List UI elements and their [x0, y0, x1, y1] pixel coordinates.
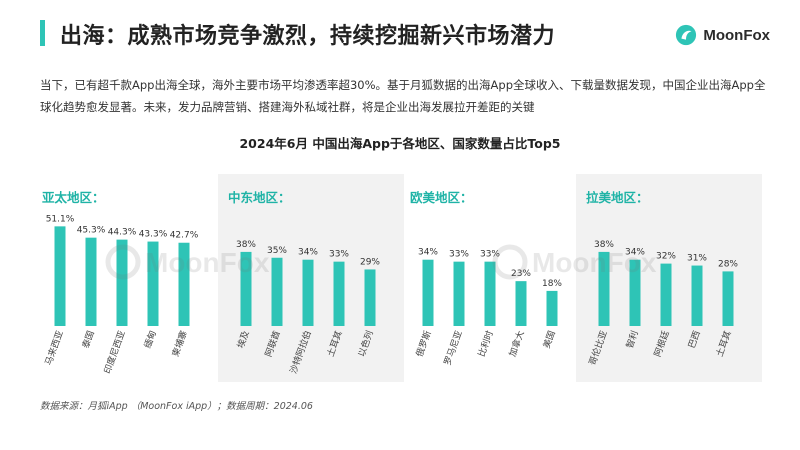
category-label: 比利时 — [475, 329, 496, 358]
bar-4 — [515, 281, 527, 326]
source-note: 数据来源：月狐iApp （MoonFox iApp）；数据周期：2024.06 — [40, 401, 313, 412]
category-label: 罗马尼亚 — [442, 329, 465, 367]
panel-europe-america: 欧美地区： 34% 俄罗斯 33% 罗马尼亚 33% 比利时 23% 加拿大 18% 美国 — [400, 174, 586, 382]
category-label: 印度尼西亚 — [101, 329, 128, 375]
data-label: 34% — [625, 248, 645, 258]
panel-asia-pacific: 亚太地区： 51.1% 马来西亚 45.3% 泰国 44.3% 印度尼西亚 43.3% 缅甸 4… — [32, 174, 218, 382]
bar-1 — [54, 226, 66, 326]
data-label: 34% — [298, 248, 318, 258]
category-label: 柬埔寨 — [169, 329, 190, 358]
data-label: 43.3% — [139, 230, 168, 240]
category-label: 加拿大 — [506, 329, 527, 358]
bar-chart: 38% 埃及 35% 阿联酋 34% 沙特阿拉伯 33% 土耳其 29% 以色列 — [234, 240, 380, 375]
data-label: 23% — [511, 269, 531, 279]
bar-5 — [546, 290, 558, 326]
category-label: 土耳其 — [713, 329, 734, 358]
bar-4 — [333, 261, 345, 326]
data-label: 33% — [449, 250, 469, 260]
category-label: 美国 — [540, 329, 557, 350]
panel-title: 欧美地区： — [410, 190, 473, 205]
bar-2 — [629, 259, 641, 326]
bar-3 — [660, 263, 672, 326]
data-label: 44.3% — [108, 228, 137, 238]
data-label: 38% — [594, 240, 614, 250]
panel-title: 拉美地区： — [586, 190, 649, 205]
data-label: 35% — [267, 246, 287, 256]
bar-2 — [453, 261, 465, 326]
bar-chart: 34% 俄罗斯 33% 罗马尼亚 33% 比利时 23% 加拿大 18% 美国 — [413, 248, 562, 367]
category-label: 俄罗斯 — [413, 329, 434, 358]
data-label: 33% — [329, 250, 349, 260]
chart-title: 2024年6月 中国出海App于各地区、国家数量占比Top5 — [239, 136, 561, 151]
category-label: 巴西 — [686, 329, 702, 350]
category-label: 以色列 — [355, 329, 376, 358]
data-label: 51.1% — [46, 214, 75, 224]
bar-5 — [364, 269, 376, 326]
bar-2 — [271, 257, 283, 326]
bar-1 — [598, 251, 610, 326]
panel-title: 亚太地区： — [42, 190, 105, 205]
category-label: 沙特阿拉伯 — [287, 329, 314, 375]
category-label: 土耳其 — [324, 329, 345, 358]
intro-paragraph: 当下，已有超千款App出海全球，海外主要市场平均渗透率超30%。基于月狐数据的出… — [40, 78, 766, 114]
category-label: 马来西亚 — [43, 329, 66, 367]
category-label: 智利 — [623, 329, 640, 350]
moonfox-logo-icon — [676, 24, 697, 46]
bar-5 — [722, 271, 734, 326]
data-label: 38% — [236, 240, 256, 250]
data-label: 34% — [418, 248, 438, 258]
bar-3 — [484, 261, 496, 326]
data-label: 18% — [542, 279, 562, 289]
brand-name: MoonFox — [703, 26, 770, 44]
data-label: 33% — [480, 250, 500, 260]
bar-3 — [302, 259, 314, 326]
category-label: 缅甸 — [141, 329, 158, 350]
title-accent-bar — [40, 20, 45, 46]
category-label: 哥伦比亚 — [586, 329, 610, 367]
data-label: 45.3% — [77, 226, 106, 236]
category-label: 埃及 — [234, 329, 251, 350]
panel-middle-east: 中东地区： 38% 埃及 35% 阿联酋 34% 沙特阿拉伯 33% 土耳其 29% 以色列 — [218, 174, 404, 382]
bar-4 — [691, 265, 703, 326]
bar-chart: 51.1% 马来西亚 45.3% 泰国 44.3% 印度尼西亚 43.3% 缅甸 42.7% 柬埔… — [43, 214, 199, 375]
bar-4 — [147, 241, 159, 326]
brand: MoonFox — [675, 24, 770, 46]
page-title: 出海：成熟市场竞争激烈，持续挖掘新兴市场潜力 — [60, 24, 556, 49]
category-label: 阿联酋 — [262, 329, 283, 358]
category-label: 泰国 — [79, 329, 96, 350]
bar-3 — [116, 239, 128, 326]
data-label: 32% — [656, 252, 676, 262]
bar-1 — [422, 259, 434, 326]
panel-title: 中东地区： — [228, 190, 291, 205]
data-label: 28% — [718, 259, 738, 269]
data-label: 29% — [360, 257, 380, 267]
bar-2 — [85, 237, 97, 326]
category-label: 阿根廷 — [651, 329, 672, 358]
data-label: 31% — [687, 254, 707, 264]
bar-chart: 38% 哥伦比亚 34% 智利 32% 阿根廷 31% 巴西 28% 土耳其 — [586, 240, 738, 367]
panel-latin-america: 拉美地区： 38% 哥伦比亚 34% 智利 32% 阿根廷 31% 巴西 28% 土耳其 — [576, 174, 762, 382]
data-label: 42.7% — [170, 231, 199, 241]
bar-5 — [178, 242, 190, 326]
bar-1 — [240, 251, 252, 326]
